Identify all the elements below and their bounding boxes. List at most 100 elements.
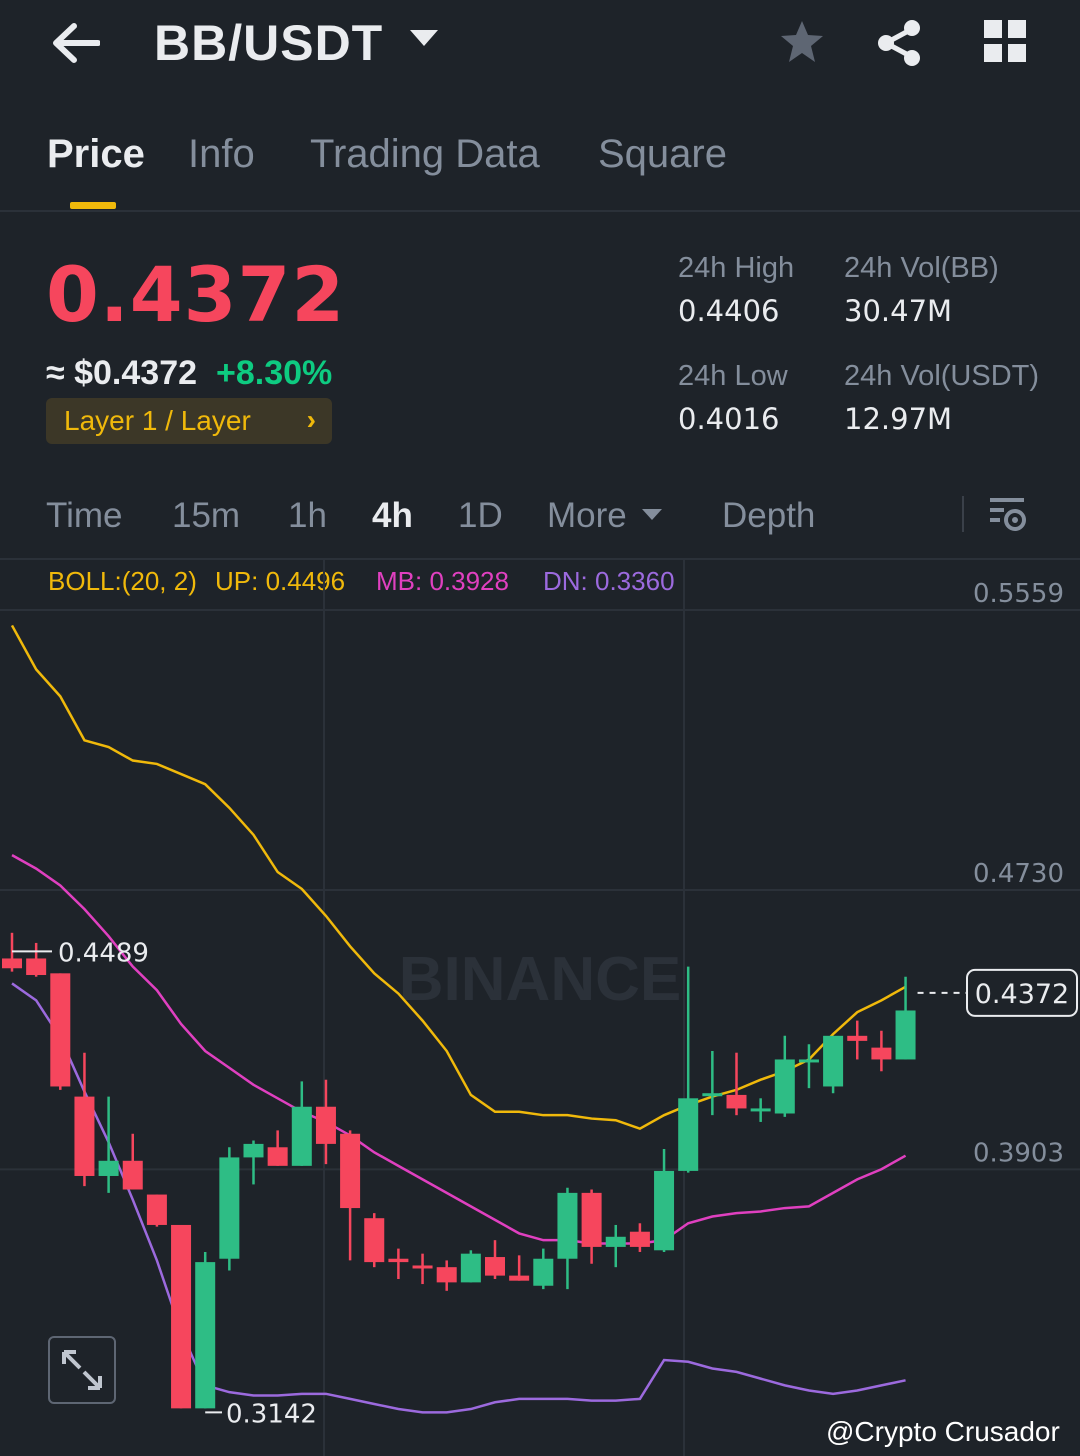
pair-title[interactable]: BB/USDT bbox=[154, 15, 384, 71]
candle bbox=[219, 1147, 240, 1271]
candle-body bbox=[774, 1059, 795, 1114]
tab-square[interactable]: Square bbox=[598, 132, 727, 176]
candle-body bbox=[195, 1262, 216, 1409]
y-tick-label: 0.5559 bbox=[973, 579, 1064, 609]
candle-body bbox=[388, 1258, 409, 1263]
candle-body bbox=[340, 1133, 361, 1209]
candle bbox=[509, 1255, 530, 1281]
candle-body bbox=[460, 1253, 481, 1283]
min-price-label: 0.3142 bbox=[226, 1399, 317, 1429]
category-chip[interactable]: Layer 1 / Layer › bbox=[46, 398, 332, 444]
interval-15m[interactable]: 15m bbox=[172, 496, 241, 535]
candle bbox=[195, 1251, 216, 1409]
interval-4h[interactable]: 4h bbox=[372, 496, 413, 535]
tab-info[interactable]: Info bbox=[188, 132, 255, 176]
high-value: 0.4406 bbox=[678, 294, 780, 328]
current-price-tag bbox=[966, 968, 1078, 1017]
candle bbox=[726, 1052, 747, 1116]
candle-body bbox=[291, 1106, 312, 1166]
expand-chart-button[interactable] bbox=[48, 1336, 116, 1404]
boll-mb-line bbox=[11, 854, 907, 1245]
candle bbox=[823, 1035, 844, 1094]
candle bbox=[388, 1248, 409, 1279]
interval-time[interactable]: Time bbox=[46, 496, 123, 535]
back-arrow-icon[interactable] bbox=[50, 20, 100, 66]
usd-price: ≈ $0.4372 bbox=[46, 354, 198, 392]
candle-body bbox=[895, 1010, 916, 1060]
candle-body bbox=[26, 958, 47, 976]
max-price-label: 0.4489 bbox=[58, 938, 149, 968]
candle-body bbox=[412, 1265, 433, 1269]
candle-body bbox=[823, 1035, 844, 1087]
candle-body bbox=[847, 1035, 868, 1041]
candle bbox=[774, 1035, 795, 1117]
candle bbox=[678, 966, 699, 1173]
interval-separator bbox=[962, 496, 964, 532]
candle-body bbox=[122, 1160, 143, 1190]
interval-1d[interactable]: 1D bbox=[458, 496, 503, 535]
candle-body bbox=[98, 1160, 119, 1176]
grid-icon[interactable] bbox=[984, 20, 1026, 62]
share-icon[interactable] bbox=[874, 18, 924, 68]
candle-body bbox=[485, 1257, 505, 1276]
candle bbox=[702, 1051, 723, 1116]
candle-body bbox=[750, 1108, 771, 1112]
candle-body bbox=[436, 1267, 457, 1283]
candle bbox=[340, 1130, 361, 1261]
tabs-divider bbox=[0, 210, 1080, 212]
candle-body bbox=[267, 1147, 288, 1166]
chart-divider bbox=[0, 558, 1080, 560]
candle bbox=[654, 1148, 675, 1252]
chart-labels: 0.4489 0.3142 0.4372 bbox=[12, 938, 1078, 1429]
candle bbox=[74, 1052, 95, 1187]
caret-down-icon[interactable] bbox=[410, 30, 438, 46]
boll-mb-value: MB: 0.3928 bbox=[376, 566, 509, 596]
low-value: 0.4016 bbox=[678, 402, 780, 436]
candle-body bbox=[219, 1157, 240, 1259]
vol-base-value: 30.47M bbox=[844, 294, 953, 328]
vol-quote-value: 12.97M bbox=[844, 402, 953, 436]
tab-trading-data[interactable]: Trading Data bbox=[310, 132, 540, 176]
y-tick-label: 0.4730 bbox=[973, 859, 1064, 889]
candle-body bbox=[557, 1192, 578, 1259]
candle-body bbox=[315, 1106, 336, 1144]
candle bbox=[50, 973, 71, 1090]
chart-settings-icon[interactable] bbox=[988, 494, 1028, 534]
candle-body bbox=[74, 1096, 95, 1176]
candle-body bbox=[50, 973, 71, 1087]
high-label: 24h High bbox=[678, 252, 795, 284]
candle bbox=[557, 1187, 578, 1290]
candle bbox=[146, 1194, 167, 1227]
interval-depth[interactable]: Depth bbox=[722, 496, 816, 535]
interval-more[interactable]: More bbox=[547, 496, 627, 535]
candle bbox=[750, 1098, 771, 1122]
candle-body bbox=[702, 1093, 723, 1097]
candle-body bbox=[509, 1275, 530, 1281]
candle bbox=[243, 1140, 264, 1185]
candle bbox=[847, 1020, 868, 1060]
expand-icon bbox=[62, 1350, 102, 1390]
boll-indicator-name[interactable]: BOLL:(20, 2) bbox=[48, 566, 197, 596]
candlesticks bbox=[2, 932, 916, 1409]
candle-body bbox=[871, 1047, 892, 1060]
candle bbox=[315, 1079, 336, 1165]
candle-body bbox=[581, 1192, 602, 1247]
brand-watermark: BINANCE bbox=[399, 945, 681, 1014]
category-label: Layer 1 / Layer bbox=[64, 405, 251, 436]
candle-body bbox=[605, 1236, 626, 1247]
star-icon[interactable] bbox=[778, 18, 826, 66]
candle-body bbox=[171, 1224, 192, 1409]
candle bbox=[581, 1189, 602, 1264]
candle bbox=[485, 1240, 505, 1279]
caret-down-icon[interactable] bbox=[642, 509, 662, 520]
price-change-percent: +8.30% bbox=[216, 354, 333, 392]
tab-price[interactable]: Price bbox=[47, 132, 145, 176]
candle bbox=[171, 1224, 192, 1409]
vol-quote-label: 24h Vol(USDT) bbox=[844, 360, 1040, 392]
boll-up-line bbox=[10, 624, 907, 1131]
last-price: 0.4372 bbox=[46, 250, 346, 339]
candle bbox=[895, 976, 916, 1060]
interval-1h[interactable]: 1h bbox=[288, 496, 327, 535]
boll-dn-value: DN: 0.3360 bbox=[543, 566, 675, 596]
